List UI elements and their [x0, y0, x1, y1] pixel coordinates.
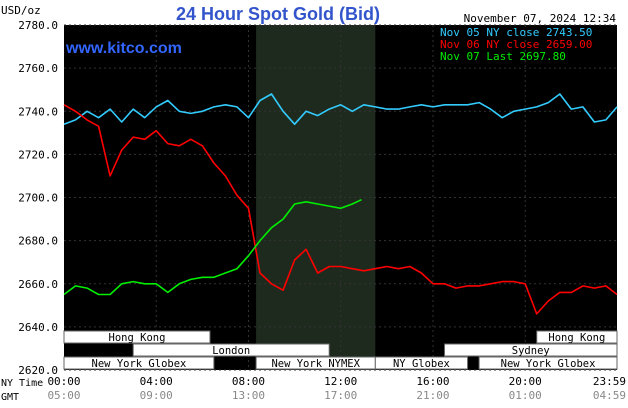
gmt-tick-label: 21:00 [416, 389, 449, 402]
session-label: Sydney [512, 345, 550, 357]
session-label: New York Globex [501, 358, 596, 370]
legend-entry: Nov 06 NY close 2659.00 [440, 38, 592, 51]
gmt-tick-label: 17:00 [324, 389, 357, 402]
y-tick-label: 2720.0 [18, 148, 58, 161]
gmt-tick-label: 04:59 [593, 389, 626, 402]
x-axis-ticks: 00:00 04:00 08:00 12:00 16:00 20:00 23:59 [47, 375, 626, 388]
legend-entry: Nov 07 Last 2697.80 [440, 50, 566, 63]
series-line [63, 198, 362, 296]
y-tick-label: 2780.0 [18, 19, 58, 32]
y-tick-label: 2760.0 [18, 62, 58, 75]
y-tick-label: 2660.0 [18, 278, 58, 291]
session-label: New York Globex [92, 358, 187, 370]
y-unit-label: USD/oz [1, 4, 41, 17]
y-tick-label: 2680.0 [18, 235, 58, 248]
x-tick-label: 08:00 [232, 375, 265, 388]
series-lines [63, 93, 618, 315]
gmt-tick-label: 13:00 [232, 389, 265, 402]
session-label: New York NYMEX [271, 358, 360, 370]
session-box [63, 356, 215, 370]
gmt-tick-label: 05:00 [47, 389, 80, 402]
watermark-url: www.kitco.com [65, 40, 182, 57]
y-tick-label: 2620.0 [18, 364, 58, 377]
x-tick-label: 16:00 [416, 375, 449, 388]
grid-lines [64, 24, 617, 371]
y-tick-label: 2640.0 [18, 321, 58, 334]
session-label: Hong Kong [548, 332, 605, 344]
x-tick-label: 20:00 [509, 375, 542, 388]
session-label: Hong Kong [109, 332, 166, 344]
gmt-label: GMT [1, 392, 19, 403]
session-box [444, 343, 618, 357]
session-box [63, 330, 211, 344]
gmt-ticks: 05:00 09:00 13:00 17:00 21:00 01:00 04:59 [47, 389, 626, 402]
series-line [63, 104, 618, 315]
x-tick-label: 12:00 [324, 375, 357, 388]
x-tick-label: 00:00 [47, 375, 80, 388]
session-box [374, 356, 469, 370]
chart-title: 24 Hour Spot Gold (Bid) [176, 4, 380, 24]
series-line [63, 93, 618, 125]
session-label: NY Globex [393, 358, 450, 370]
legend-entry: Nov 05 NY close 2743.50 [440, 26, 592, 39]
session-box [132, 343, 330, 357]
x-tick-label: 04:00 [140, 375, 173, 388]
gmt-tick-label: 01:00 [509, 389, 542, 402]
gmt-tick-label: 09:00 [140, 389, 173, 402]
legend: Nov 05 NY close 2743.50 Nov 06 NY close … [440, 26, 592, 63]
session-label: London [212, 345, 250, 357]
session-box [478, 356, 618, 370]
y-axis-ticks: 2620.0 2640.0 2660.0 2680.0 2700.0 2720.0 2740… [18, 19, 58, 377]
timestamp: November 07, 2024 12:34 [464, 12, 617, 25]
ny-time-label: NY Time [1, 378, 43, 389]
x-tick-label: 23:59 [593, 375, 626, 388]
session-box [536, 330, 618, 344]
y-tick-label: 2740.0 [18, 105, 58, 118]
y-tick-label: 2700.0 [18, 192, 58, 205]
